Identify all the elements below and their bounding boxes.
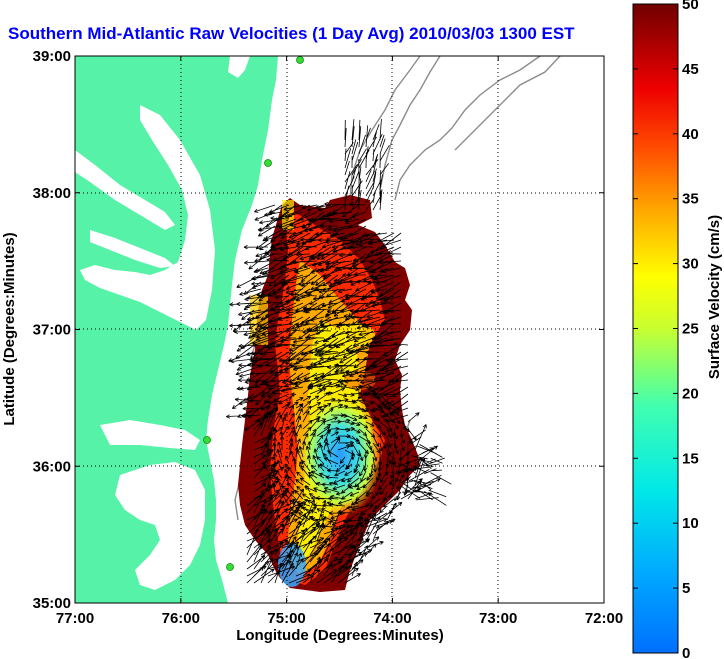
- station-marker: [264, 159, 272, 167]
- x-tick-label: 74:00: [373, 610, 411, 627]
- map-title: Southern Mid-Atlantic Raw Velocities (1 …: [8, 24, 575, 43]
- delaware-bay: [228, 56, 250, 78]
- y-tick-label: 37:00: [33, 322, 71, 339]
- grid-lines: [75, 56, 604, 603]
- colorbar-tick-label: 25: [682, 321, 699, 338]
- x-tick-label: 72:00: [585, 610, 623, 627]
- pamlico-sound: [115, 462, 205, 590]
- x-tick-label: 77:00: [56, 610, 94, 627]
- y-tick-label: 38:00: [33, 185, 71, 202]
- y-tick-label: 35:00: [33, 595, 71, 612]
- colorbar-label: Surface Velocity (cm/s): [706, 215, 723, 379]
- colorbar: [632, 3, 679, 654]
- station-marker: [203, 436, 211, 444]
- x-tick-label: 75:00: [267, 610, 305, 627]
- y-tick-label: 36:00: [33, 458, 71, 475]
- station-marker: [296, 56, 304, 64]
- radar-stations: [203, 56, 304, 571]
- colorbar-tick-label: 45: [682, 61, 699, 78]
- colorbar-tick-label: 5: [682, 580, 690, 597]
- colorbar-tick-label: 50: [682, 0, 699, 13]
- colorbar-tick-label: 15: [682, 450, 699, 467]
- station-marker: [226, 563, 234, 571]
- albemarle-sound: [100, 420, 200, 450]
- rappahannock-river: [90, 230, 175, 268]
- y-tick-label: 39:00: [33, 48, 71, 65]
- y-axis-ticks: 39:00 38:00 37:00 36:00 35:00: [33, 48, 604, 612]
- colorbar-tick-label: 0: [682, 645, 690, 659]
- colorbar-tick-label: 10: [682, 515, 699, 532]
- x-tick-label: 76:00: [162, 610, 200, 627]
- colorbar-tick-label: 30: [682, 256, 699, 273]
- colorbar-tick-label: 35: [682, 191, 699, 208]
- x-axis-ticks: 77:00 76:00 75:00 74:00 73:00 72:00: [56, 56, 623, 627]
- colorbar-tick-label: 20: [682, 385, 699, 402]
- x-axis-label: Longitude (Degrees:Minutes): [236, 627, 444, 644]
- colorbar-tick-label: 40: [682, 126, 699, 143]
- velocity-vectors: [226, 118, 452, 584]
- x-tick-label: 73:00: [479, 610, 517, 627]
- y-axis-label: Latitude (Degrees:Minutes): [1, 232, 18, 425]
- velocity-field: [226, 118, 452, 592]
- chesapeake-bay: [80, 105, 215, 330]
- potomac-river: [75, 150, 175, 230]
